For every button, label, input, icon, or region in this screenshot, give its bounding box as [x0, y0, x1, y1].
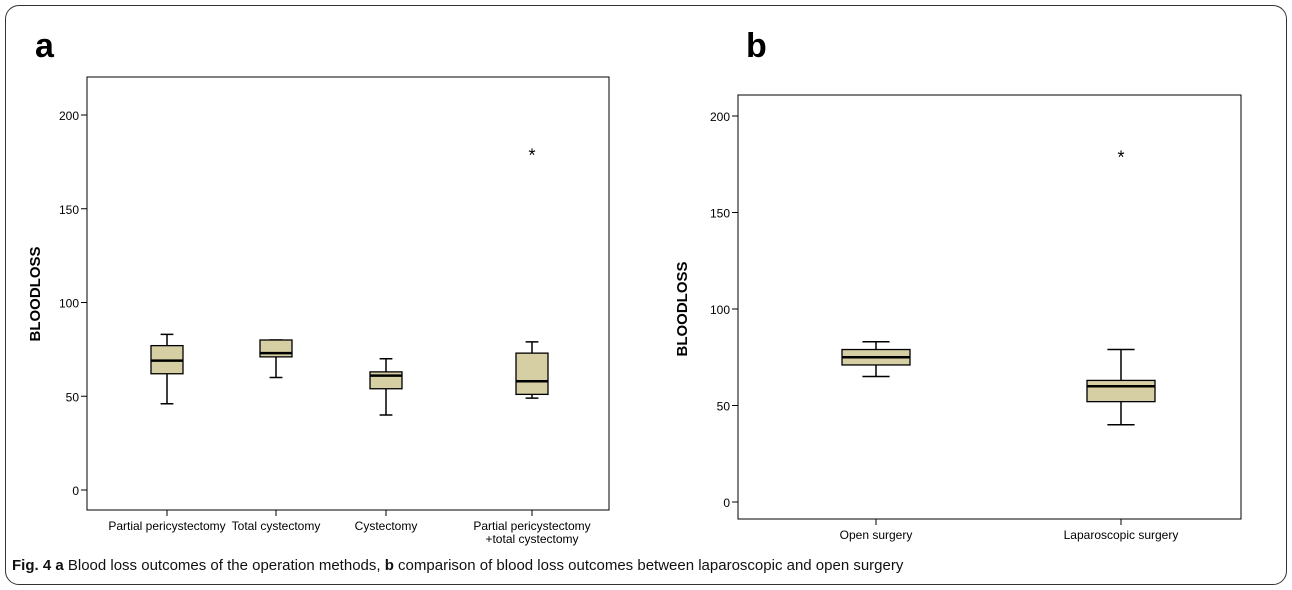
x-tick-label: Cystectomy — [355, 519, 418, 533]
panel-a-y-axis-label: BLOODLOSS — [27, 246, 44, 341]
panel-b-label: b — [746, 27, 767, 65]
caption-text-b: comparison of blood loss outcomes betwee… — [393, 557, 904, 574]
x-tick-label: Open surgery — [840, 528, 913, 542]
figure-caption: Fig. 4 a Blood loss outcomes of the oper… — [12, 557, 903, 574]
panel-b-boxes: * — [841, 148, 1156, 426]
caption-text-a: Blood loss outcomes of the operation met… — [63, 557, 385, 574]
x-tick-label: +total cystectomy — [485, 532, 578, 546]
panel-b-y-axis: 0 50 100 150 200 — [710, 110, 738, 510]
y-tick-label: 200 — [710, 110, 730, 124]
y-tick-label: 150 — [710, 207, 730, 221]
panel-a: a BLOODLOSS 0 50 100 150 200 Partial pericys… — [27, 27, 610, 546]
panel-b: b BLOODLOSS 0 50 100 150 200 Open surgery Lap… — [674, 27, 1242, 542]
y-tick-label: 50 — [717, 400, 731, 414]
figure-charts: a BLOODLOSS 0 50 100 150 200 Partial pericys… — [27, 27, 1242, 546]
panel-a-y-axis: 0 50 100 150 200 — [59, 109, 87, 498]
figure-frame — [5, 5, 1287, 585]
panel-b-y-axis-label: BLOODLOSS — [674, 261, 691, 356]
y-tick-label: 150 — [59, 203, 79, 217]
box-iqr — [515, 352, 549, 396]
y-tick-label: 0 — [723, 496, 730, 510]
y-tick-label: 0 — [72, 484, 79, 498]
caption-fig-label: Fig. 4 — [12, 557, 52, 574]
y-tick-label: 100 — [710, 303, 730, 317]
box-iqr — [1086, 379, 1156, 403]
panel-a-plot-frame — [86, 76, 610, 511]
x-tick-label: Partial pericystectomy — [473, 519, 590, 533]
x-tick-label: Total cystectomy — [232, 519, 321, 533]
outlier-marker: * — [1117, 148, 1124, 168]
caption-label-b: b — [384, 557, 394, 574]
panel-b-x-axis: Open surgery Laparoscopic surgery — [840, 519, 1179, 542]
panel-a-x-axis: Partial pericystectomy Total cystectomy Cy… — [108, 510, 591, 546]
x-tick-label: Partial pericystectomy — [108, 519, 225, 533]
x-tick-label: Laparoscopic surgery — [1064, 528, 1179, 542]
panel-a-label: a — [35, 27, 55, 65]
panel-b-plot-frame — [737, 94, 1242, 520]
panel-a-boxes: * — [150, 146, 549, 416]
y-tick-label: 100 — [59, 297, 79, 311]
caption-label-a: a — [55, 557, 64, 574]
y-tick-label: 200 — [59, 109, 79, 123]
outlier-marker: * — [528, 146, 535, 166]
y-tick-label: 50 — [66, 390, 80, 404]
